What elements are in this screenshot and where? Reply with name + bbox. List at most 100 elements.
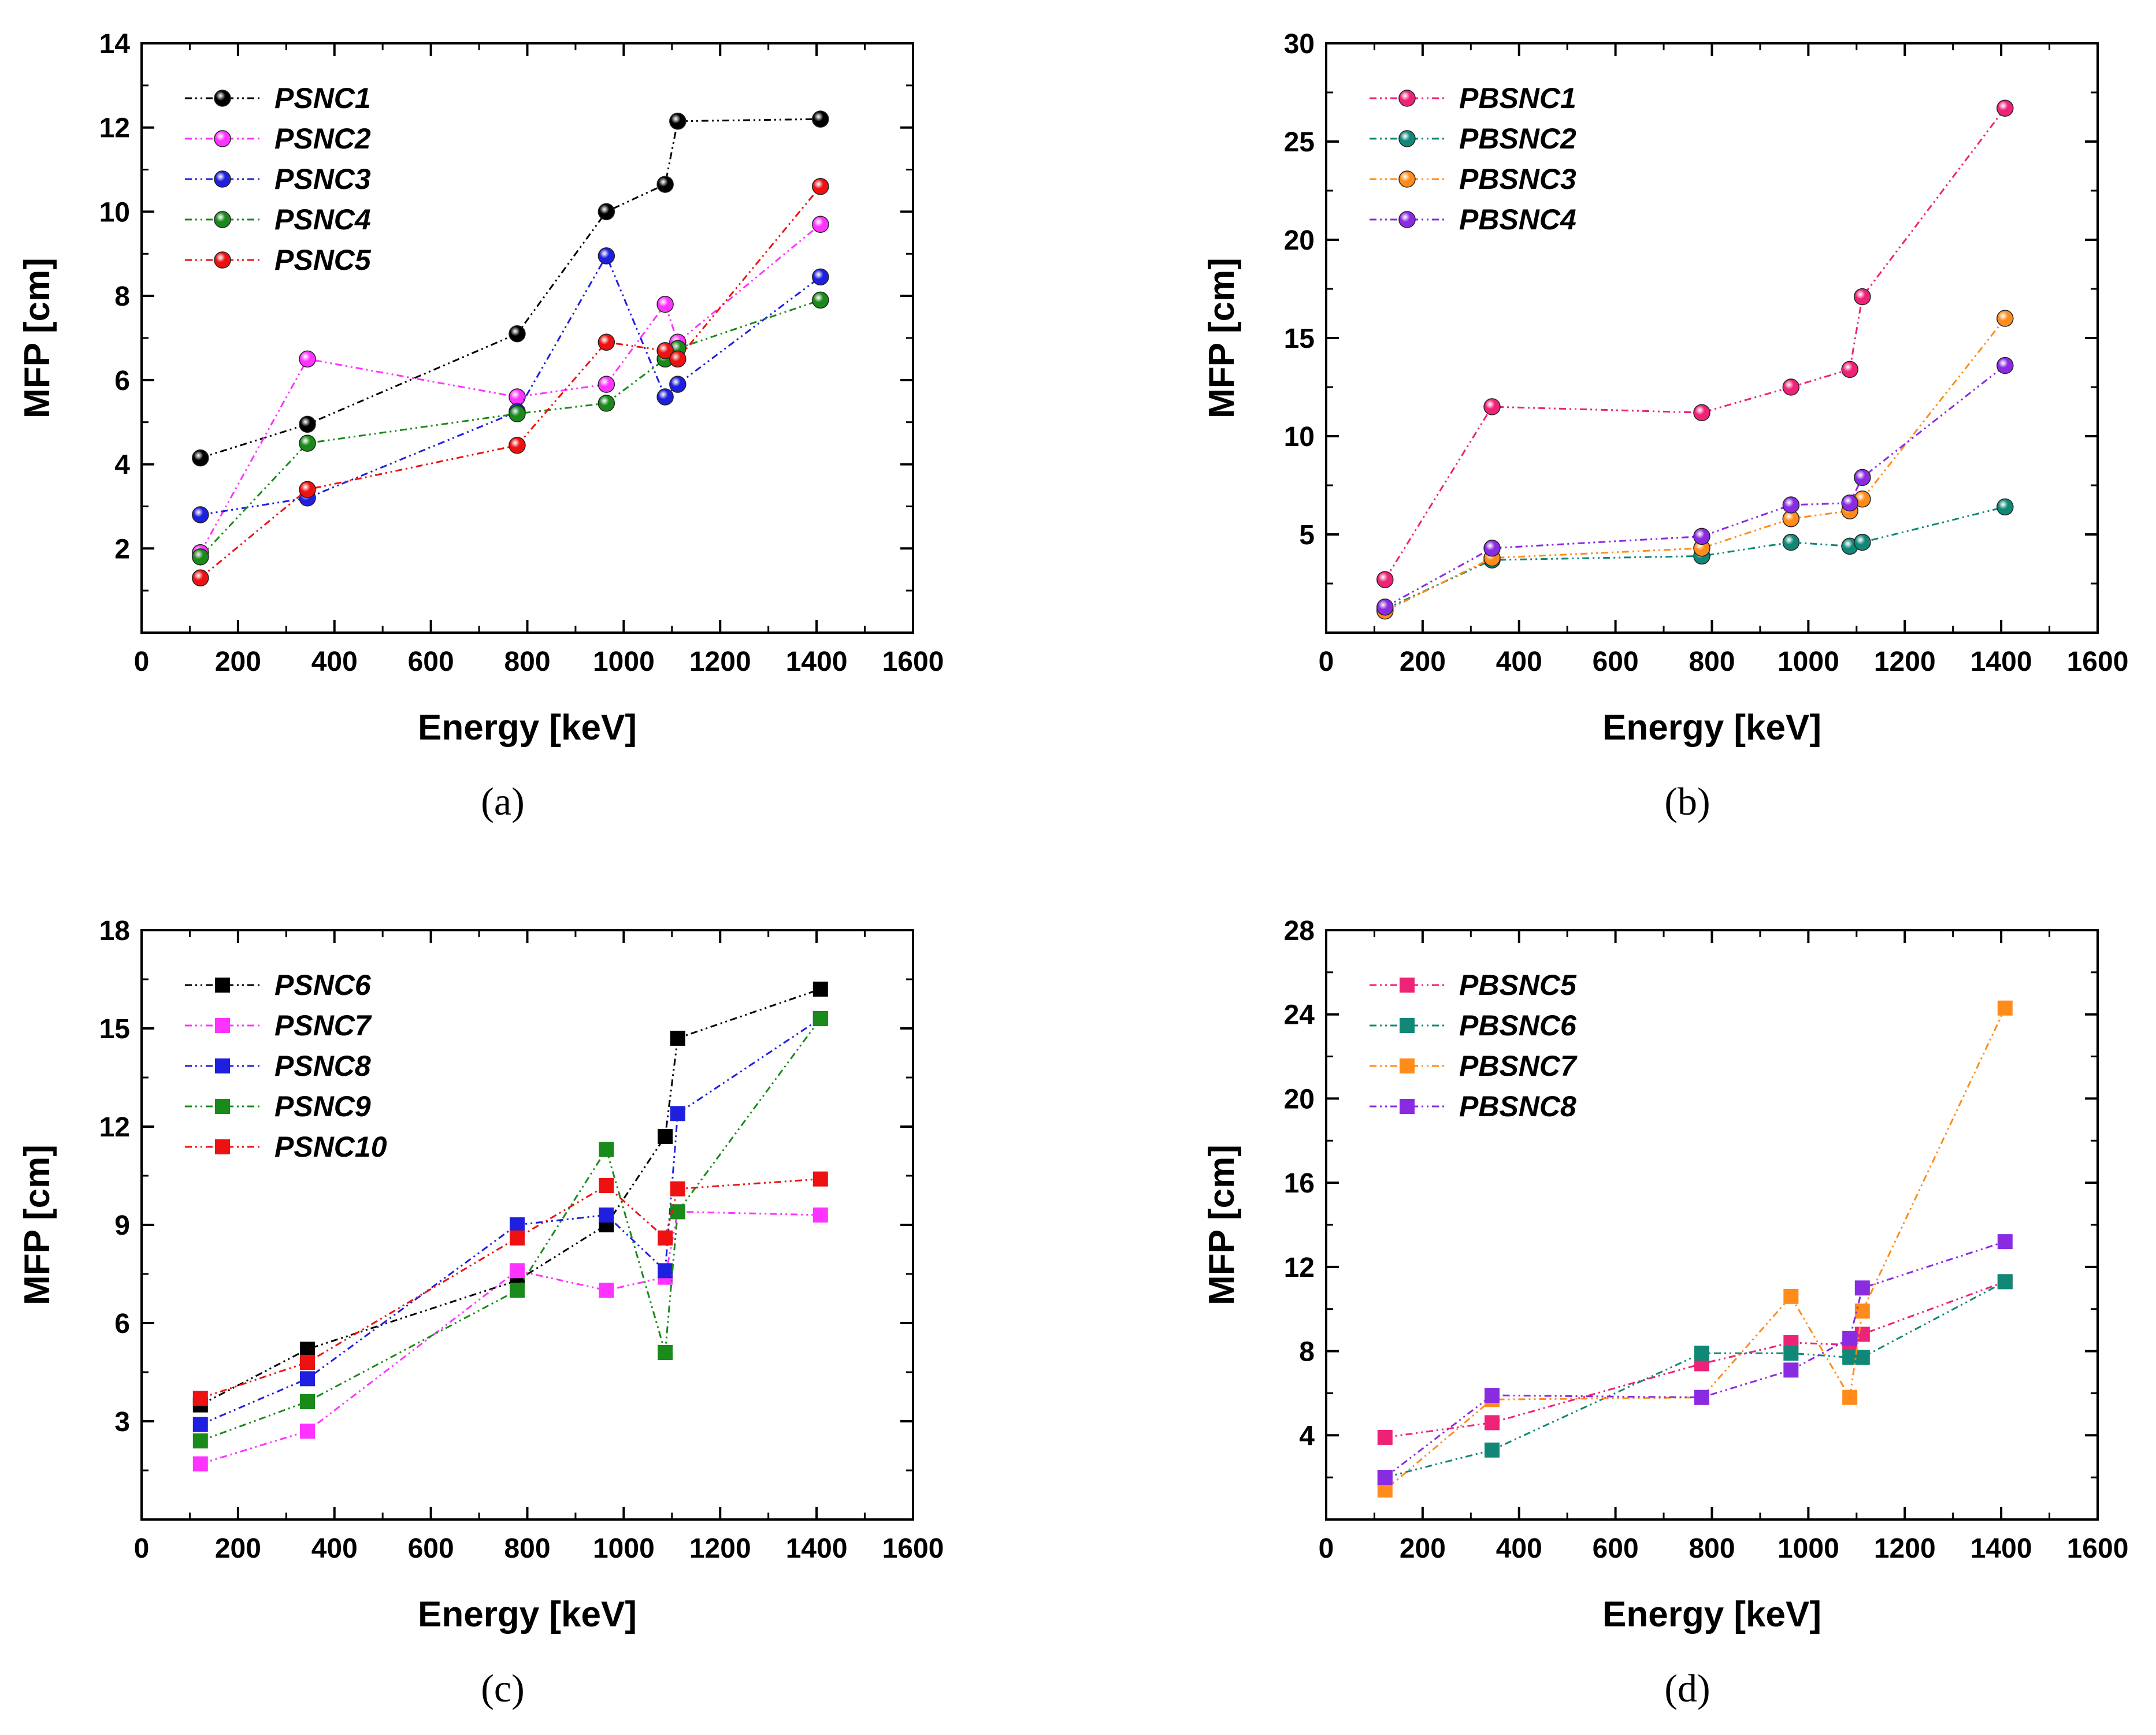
data-point [192, 1417, 208, 1432]
data-point [1854, 533, 1871, 551]
legend-label: PSNC6 [274, 969, 372, 1001]
data-point [1783, 1346, 1799, 1361]
legend-marker [215, 1058, 230, 1073]
legend-entry-psnc6: PSNC6 [185, 969, 372, 1001]
y-tick-label: 5 [1299, 520, 1315, 551]
legend-marker [1398, 90, 1416, 107]
x-tick-label: 400 [1496, 647, 1542, 677]
data-point [656, 176, 674, 193]
y-tick-label: 16 [1284, 1168, 1315, 1199]
data-point [1377, 1470, 1393, 1485]
data-point [1783, 1288, 1799, 1304]
x-tick-label: 1400 [1971, 1533, 2032, 1564]
data-point [812, 291, 829, 309]
data-point [1997, 99, 2014, 117]
series-pbsnc3 [1376, 310, 2014, 620]
x-tick-label: 1400 [786, 1533, 848, 1564]
plot-frame [140, 42, 914, 634]
data-point [1377, 1429, 1393, 1445]
data-point [658, 1345, 673, 1360]
data-point [1485, 1442, 1500, 1458]
y-tick-label: 20 [1284, 1084, 1315, 1114]
data-point [670, 1181, 685, 1197]
plot-frame [1325, 42, 2099, 634]
data-point [1694, 1390, 1709, 1405]
legend-label: PSNC9 [274, 1090, 371, 1123]
panel-a: 0 200 400 600 800 1000 1200 1400 1600 2 4 6 8 10 12 14 E… [17, 29, 944, 823]
data-point [1997, 1234, 2013, 1250]
legend-entry-pbsnc6: PBSNC6 [1370, 1009, 1577, 1042]
data-point [1854, 1350, 1870, 1365]
data-point [812, 1208, 828, 1223]
series-line [200, 1210, 821, 1465]
data-point [509, 1230, 525, 1246]
legend-marker [214, 251, 231, 269]
data-point [509, 437, 526, 454]
legend-entry-psnc4: PSNC4 [185, 203, 371, 236]
data-point [1693, 527, 1710, 545]
legend-entry-psnc8: PSNC8 [185, 1050, 371, 1082]
x-tick-label: 0 [1319, 1533, 1334, 1564]
legend-label: PSNC10 [274, 1131, 387, 1163]
legend-marker [1400, 1018, 1415, 1033]
data-point [1376, 571, 1394, 588]
data-point [509, 1283, 525, 1298]
data-point [1782, 496, 1800, 514]
data-point [1483, 540, 1501, 557]
legend-entry-psnc10: PSNC10 [185, 1131, 387, 1163]
data-point [812, 110, 829, 128]
legend-entry-psnc7: PSNC7 [185, 1009, 372, 1042]
legend-label: PSNC4 [274, 203, 371, 236]
y-tick-label: 28 [1284, 916, 1315, 946]
data-point [599, 1178, 614, 1193]
x-tick-label: 1000 [593, 1533, 655, 1564]
data-point [812, 216, 829, 233]
data-point [598, 376, 615, 393]
y-tick-label: 12 [99, 113, 130, 144]
x-tick-label: 1600 [882, 647, 944, 677]
series-pbsnc2 [1376, 498, 2014, 618]
data-point [812, 177, 829, 195]
data-point [656, 342, 674, 359]
panel-label: (b) [1664, 779, 1710, 823]
series-psnc10 [192, 1171, 828, 1406]
data-point [598, 247, 615, 265]
data-point [300, 1394, 316, 1409]
data-point [509, 388, 526, 406]
data-point [598, 203, 615, 221]
data-point [669, 350, 686, 368]
x-tick-label: 1600 [2067, 1533, 2129, 1564]
data-point [1485, 1388, 1500, 1403]
legend-entry-psnc1: PSNC1 [185, 82, 371, 114]
data-point [1854, 1303, 1870, 1319]
data-point [598, 395, 615, 412]
y-tick-label: 20 [1284, 225, 1315, 256]
legend-label: PSNC2 [274, 122, 371, 155]
x-tick-label: 1200 [689, 1533, 751, 1564]
legend-entry-pbsnc5: PBSNC5 [1370, 969, 1577, 1001]
legend-label: PBSNC4 [1459, 203, 1576, 236]
y-tick-label: 30 [1284, 29, 1315, 60]
y-axis-title: MFP [cm] [17, 1145, 57, 1305]
legend-label: PBSNC7 [1459, 1050, 1578, 1082]
legend-marker [1400, 1099, 1415, 1114]
y-axis-title: MFP [cm] [17, 258, 57, 418]
y-tick-label: 15 [99, 1014, 130, 1045]
y-tick-label: 25 [1284, 127, 1315, 158]
legend-marker [1398, 211, 1416, 228]
x-tick-label: 800 [504, 647, 550, 677]
series-line [1385, 1281, 2006, 1478]
data-point [1783, 1362, 1799, 1378]
x-tick-label: 800 [1689, 1533, 1735, 1564]
y-tick-label: 9 [114, 1210, 130, 1241]
x-tick-label: 200 [1400, 1533, 1446, 1564]
legend-entry-psnc5: PSNC5 [185, 244, 372, 276]
x-tick-label: 400 [311, 647, 358, 677]
x-tick-label: 600 [1593, 647, 1639, 677]
legend-marker [1398, 170, 1416, 188]
data-point [658, 1230, 673, 1246]
x-tick-label: 400 [1496, 1533, 1542, 1564]
data-point [299, 350, 316, 368]
panel-b: 0 200 400 600 800 1000 1200 1400 1600 5 10 15 20 25 30… [1202, 29, 2128, 823]
